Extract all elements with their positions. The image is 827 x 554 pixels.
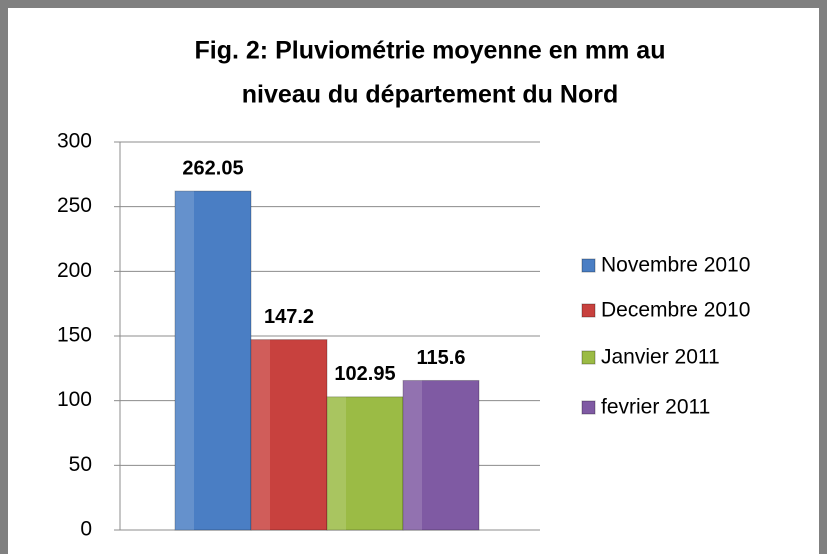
data-label: 115.6 — [417, 347, 466, 369]
bar — [402, 379, 480, 531]
y-tick-label: 0 — [80, 518, 92, 541]
data-label: 262.05 — [182, 157, 243, 179]
bar-shade — [327, 396, 346, 530]
legend-label: Decembre 2010 — [601, 299, 750, 322]
bar-shade — [175, 191, 194, 530]
bar-shade — [251, 339, 270, 530]
legend-label: Novembre 2010 — [601, 254, 750, 277]
legend-label: Janvier 2011 — [601, 346, 720, 369]
bar-shade — [403, 380, 422, 530]
legend-swatch — [581, 400, 596, 415]
y-tick-label: 100 — [57, 388, 92, 411]
data-label: 147.2 — [264, 306, 314, 328]
chart-title: Fig. 2: Pluviométrie moyenne en mm au — [195, 37, 666, 65]
bar — [326, 396, 404, 531]
legend-swatch — [581, 258, 596, 273]
bar — [250, 339, 328, 531]
data-label: 102.95 — [334, 363, 395, 385]
legend-swatch — [581, 303, 596, 318]
y-tick-label: 50 — [69, 453, 92, 476]
y-tick-label: 250 — [57, 194, 92, 217]
y-tick-label: 150 — [57, 324, 92, 347]
chart-title: niveau du département du Nord — [242, 81, 618, 109]
y-tick-label: 300 — [57, 130, 92, 153]
legend-label: fevrier 2011 — [601, 396, 710, 419]
y-tick-label: 200 — [57, 259, 92, 282]
bar — [174, 190, 252, 531]
legend-swatch — [581, 350, 596, 365]
